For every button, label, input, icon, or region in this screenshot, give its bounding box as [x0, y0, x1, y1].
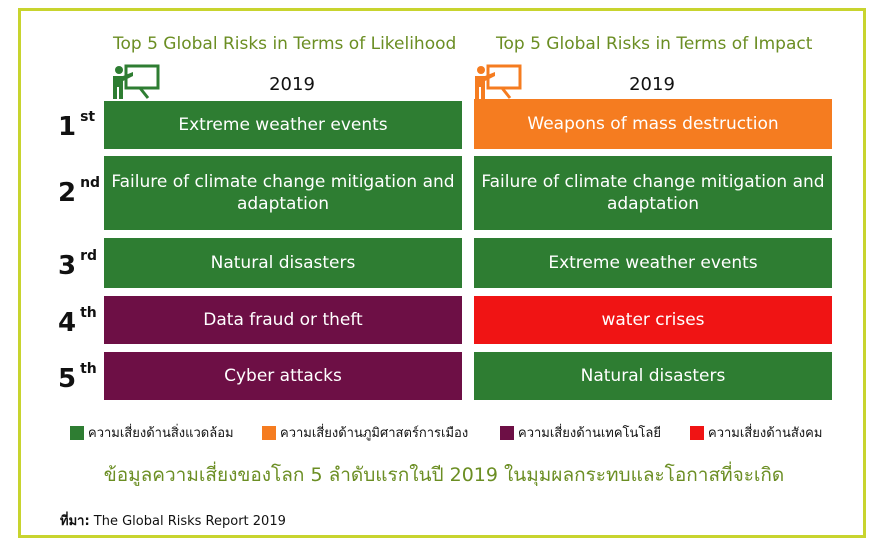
legend-label: ความเสี่ยงด้านภูมิศาสตร์การเมือง	[280, 426, 469, 441]
caption: ข้อมูลความเสี่ยงของโลก 5 ลำดับแรกในปี 20…	[103, 464, 785, 486]
likelihood-risk-3: Natural disasters	[104, 238, 462, 288]
likelihood-year: 2019	[269, 74, 315, 95]
legend-environmental: ความเสี่ยงด้านสิ่งแวดล้อม	[70, 422, 234, 443]
likelihood-risk-5: Cyber attacks	[104, 352, 462, 400]
legend-swatch	[262, 425, 276, 440]
impact-title: Top 5 Global Risks in Terms of Impact	[496, 34, 813, 54]
legend-swatch	[70, 425, 84, 440]
likelihood-risk-2: Failure of climate change mitigation and…	[104, 156, 462, 230]
impact-risk-5: Natural disasters	[474, 352, 832, 400]
legend-swatch	[500, 425, 514, 440]
impact-year: 2019	[629, 74, 675, 95]
source-line: ที่มา: The Global Risks Report 2019	[60, 510, 286, 531]
impact-risk-2: Failure of climate change mitigation and…	[474, 156, 832, 230]
likelihood-risk-4: Data fraud or theft	[104, 296, 462, 344]
legend-label: ความเสี่ยงด้านสิ่งแวดล้อม	[88, 426, 234, 441]
source-text: The Global Risks Report 2019	[93, 514, 286, 529]
legend-geopolitical: ความเสี่ยงด้านภูมิศาสตร์การเมือง	[262, 422, 468, 443]
presenter-board-icon	[113, 64, 160, 99]
impact-risk-3: Extreme weather events	[474, 238, 832, 288]
legend-technological: ความเสี่ยงด้านเทคโนโลยี	[500, 422, 661, 443]
legend-label: ความเสี่ยงด้านสังคม	[708, 426, 823, 441]
legend-label: ความเสี่ยงด้านเทคโนโลยี	[518, 426, 661, 441]
legend-swatch	[690, 425, 704, 440]
impact-risk-4: water crises	[474, 296, 832, 344]
source-label: ที่มา:	[60, 514, 90, 529]
impact-risk-1: Weapons of mass destruction	[474, 99, 832, 149]
legend-societal: ความเสี่ยงด้านสังคม	[690, 422, 822, 443]
likelihood-risk-1: Extreme weather events	[104, 101, 462, 149]
outer-frame	[18, 8, 866, 538]
presenter-board-icon	[475, 64, 522, 99]
likelihood-title: Top 5 Global Risks in Terms of Likelihoo…	[113, 34, 457, 54]
